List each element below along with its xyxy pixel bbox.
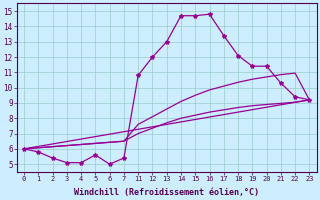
X-axis label: Windchill (Refroidissement éolien,°C): Windchill (Refroidissement éolien,°C) — [74, 188, 259, 197]
